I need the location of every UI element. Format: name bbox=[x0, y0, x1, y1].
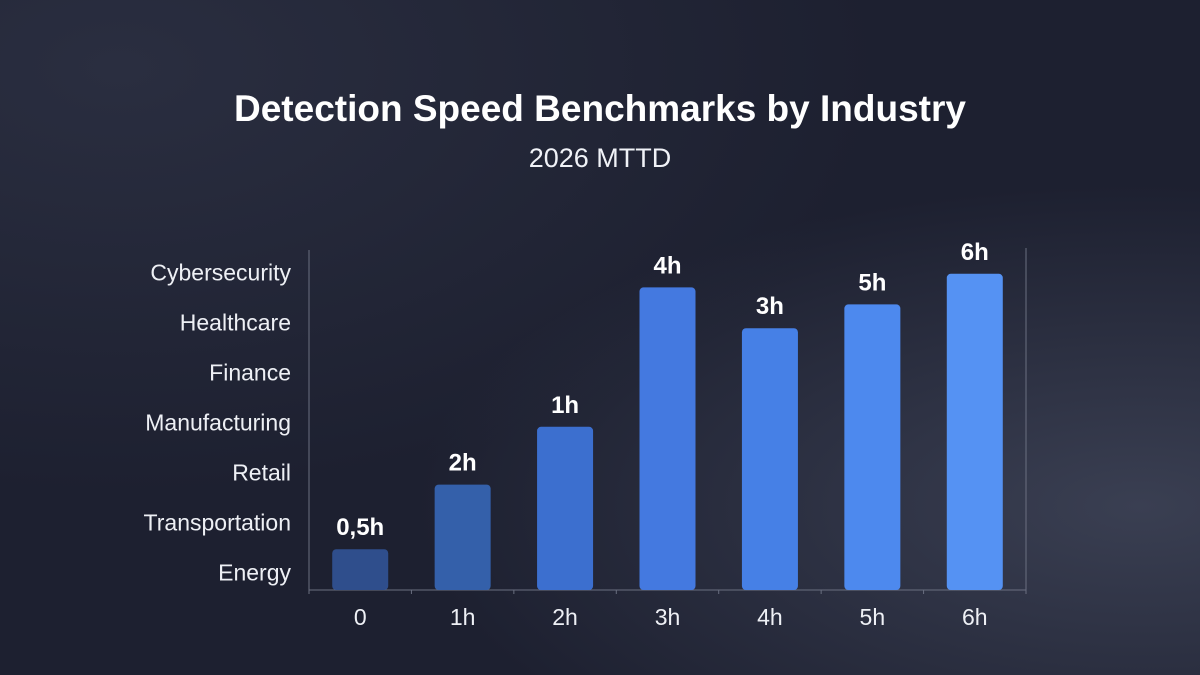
data-label: 4h bbox=[653, 252, 681, 279]
bar bbox=[537, 426, 594, 590]
bar bbox=[946, 273, 1003, 590]
data-label: 3h bbox=[756, 293, 784, 320]
x-tick-label: 2h bbox=[552, 604, 578, 630]
y-category-label: Cybersecurity bbox=[150, 259, 291, 286]
bar bbox=[332, 549, 389, 590]
x-tick-label: 5h bbox=[860, 604, 886, 630]
x-tick-label: 3h bbox=[655, 604, 681, 630]
chart-title: Detection Speed Benchmarks by Industry bbox=[234, 88, 966, 129]
x-tick-label: 1h bbox=[450, 604, 476, 630]
y-category-label: Retail bbox=[232, 459, 291, 486]
bar bbox=[741, 328, 798, 590]
y-category-label: Finance bbox=[209, 359, 291, 386]
x-tick-label: 4h bbox=[757, 604, 783, 630]
y-category-label: Energy bbox=[218, 559, 291, 586]
bar bbox=[844, 304, 901, 590]
data-label: 6h bbox=[961, 239, 989, 266]
data-label: 2h bbox=[449, 450, 477, 477]
y-category-label: Transportation bbox=[143, 509, 291, 536]
bar bbox=[639, 287, 696, 590]
data-label: 5h bbox=[858, 269, 886, 296]
y-category-label: Healthcare bbox=[179, 309, 291, 336]
data-label: 1h bbox=[551, 392, 579, 419]
chart-subtitle: 2026 MTTD bbox=[528, 143, 672, 173]
x-tick-label: 0 bbox=[354, 604, 367, 630]
data-label: 0,5h bbox=[336, 514, 384, 541]
bar bbox=[434, 484, 491, 590]
x-tick-label: 6h bbox=[962, 604, 988, 630]
y-category-label: Manufacturing bbox=[145, 409, 291, 436]
